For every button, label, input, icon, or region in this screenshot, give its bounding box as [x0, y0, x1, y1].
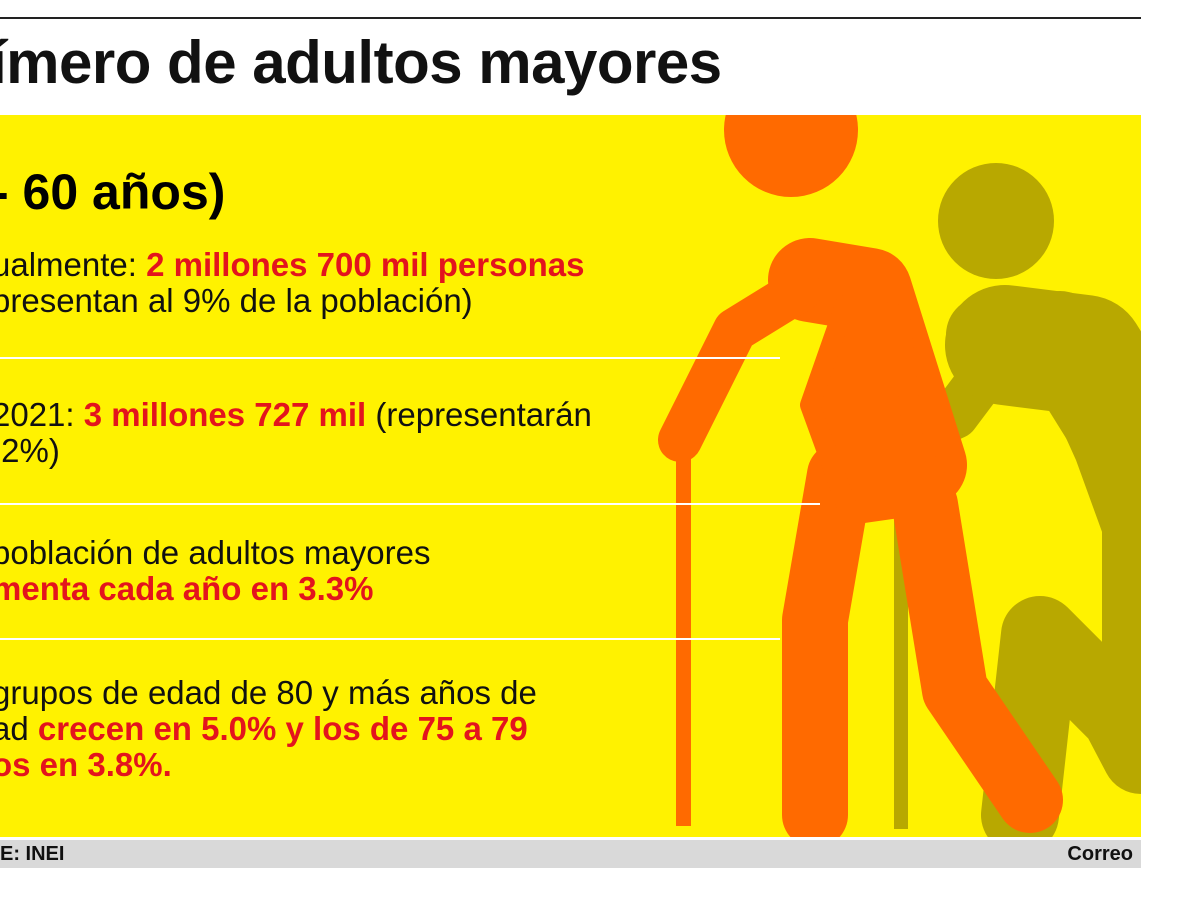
- fact-text: grupos de edad de 80 y más años de: [0, 674, 537, 711]
- page-title: ímero de adultos mayores: [0, 29, 722, 96]
- top-rule: [0, 17, 1141, 19]
- fact-text: 2021:: [0, 396, 84, 433]
- fact-age-groups: grupos de edad de 80 y más años de ad cr…: [0, 675, 537, 783]
- fact-highlight: 3 millones 727 mil: [83, 396, 367, 433]
- fact-text: ualmente:: [0, 246, 147, 283]
- info-panel: - 60 años) ualmente: 2 millones 700 mil …: [0, 115, 1141, 837]
- fact-annual-growth: población de adultos mayores menta cada …: [0, 535, 430, 607]
- fact-text: presentan al 9% de la población): [0, 282, 473, 319]
- fact-text: .2%): [0, 432, 60, 469]
- fact-text: ad: [0, 710, 29, 747]
- fact-current-population: ualmente: 2 millones 700 mil personas pr…: [0, 247, 584, 319]
- fact-highlight: menta cada año en 3.3%: [0, 570, 374, 607]
- elderly-person-front-icon: [658, 115, 1063, 837]
- fact-text: población de adultos mayores: [0, 534, 431, 571]
- fact-highlight: 2 millones 700 mil personas: [146, 246, 585, 283]
- fact-text: (representarán: [366, 396, 592, 433]
- fact-highlight: os en 3.8%.: [0, 746, 172, 783]
- divider: [0, 357, 780, 359]
- age-label: - 60 años): [0, 164, 226, 220]
- fact-highlight: crecen en 5.0% y los de 75 a 79: [37, 710, 528, 747]
- divider: [0, 638, 780, 640]
- brand-label: Correo: [1067, 843, 1133, 865]
- divider: [0, 503, 820, 505]
- illustration: [658, 115, 1141, 837]
- source-label: E: INEI: [0, 843, 65, 865]
- fact-2021-projection: 2021: 3 millones 727 mil (representarán …: [0, 397, 592, 469]
- footer-bar: E: INEI Correo: [0, 840, 1141, 868]
